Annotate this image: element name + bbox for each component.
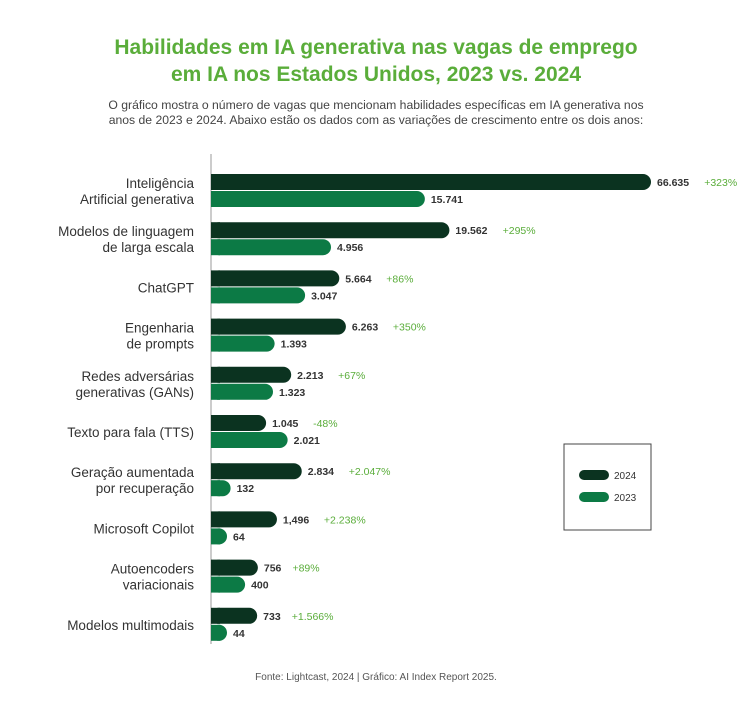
bar-2023-base — [211, 480, 220, 497]
value-label-2023: 15.741 — [431, 194, 463, 206]
bar-2023 — [211, 335, 275, 352]
bar-2024 — [211, 607, 258, 624]
bar-2023-base — [211, 239, 220, 256]
legend-box — [563, 443, 652, 531]
value-label-2024: 2.834 — [308, 466, 334, 478]
bar-2023 — [211, 383, 273, 400]
value-label-2023: 132 — [237, 483, 255, 495]
legend: 2024 2023 — [563, 443, 652, 531]
bar-2024 — [211, 559, 258, 576]
chart-title-line-2: em IA nos Estados Unidos, 2023 vs. 2024 — [170, 63, 582, 86]
value-label-2024: 6.263 — [352, 322, 378, 334]
category-label: Modelos de linguagem de larga escala — [58, 224, 194, 255]
category-label: Texto para fala (TTS) — [67, 425, 194, 440]
bar-2023 — [211, 432, 288, 448]
category-label: Modelos multimodais — [67, 618, 194, 633]
bar-2024-base — [211, 270, 220, 287]
legend-swatch-2023 — [579, 492, 609, 502]
category-label: Inteligência Artificial generativa — [80, 176, 195, 207]
chart-subtitle-line-2: anos de 2023 e 2024. Abaixo estão os dad… — [108, 113, 644, 127]
bar-2024-base — [211, 463, 220, 480]
bar-2024-base — [211, 559, 220, 576]
bar-2023-base — [211, 432, 220, 448]
growth-label: +1.566% — [292, 611, 334, 623]
value-label-2024: 756 — [264, 563, 282, 575]
bar-2023-base — [211, 335, 220, 352]
growth-label: +2.047% — [349, 466, 391, 478]
legend-swatch-2024 — [579, 470, 609, 480]
category-label: ChatGPT — [138, 280, 194, 295]
bar-2023 — [211, 191, 425, 207]
value-label-2024: 1.045 — [272, 418, 298, 430]
legend-label-2024: 2024 — [614, 471, 637, 482]
value-label-2023: 400 — [251, 580, 269, 592]
growth-label: +350% — [393, 322, 426, 334]
bar-2024-base — [211, 222, 220, 239]
value-label-2024: 2.213 — [297, 370, 323, 382]
source-footer: Fonte: Lightcast, 2024 | Gráfico: AI Ind… — [255, 672, 497, 683]
category-label: Redes adversárias generativas (GANs) — [75, 369, 194, 400]
chart-subtitle-line-1: O gráfico mostra o número de vagas que m… — [108, 98, 644, 112]
value-label-2023: 64 — [233, 531, 245, 543]
growth-label: +89% — [292, 563, 319, 575]
bar-2023 — [211, 287, 306, 304]
bar-2024 — [211, 222, 450, 239]
value-label-2023: 3.047 — [311, 290, 337, 302]
bar-2023-base — [211, 528, 220, 545]
bar-2023-base — [211, 191, 220, 207]
value-label-2023: 4.956 — [337, 242, 363, 254]
bar-2023-base — [211, 624, 220, 641]
bar-2024-base — [211, 318, 220, 335]
bar-2024 — [211, 366, 292, 383]
bar-2023-base — [211, 576, 220, 593]
bar-2024 — [211, 415, 267, 431]
value-label-2023: 2.021 — [294, 435, 320, 447]
value-label-2023: 1.323 — [279, 387, 305, 399]
bar-2023 — [211, 239, 331, 256]
bar-2024 — [211, 174, 651, 190]
bar-2024 — [211, 511, 277, 528]
value-label-2024: 5.664 — [345, 273, 371, 285]
value-label-2024: 19.562 — [455, 225, 487, 237]
bar-2023-base — [211, 287, 220, 304]
growth-label: -48% — [313, 418, 338, 430]
chart-title-line-1: Habilidades em IA generativa nas vagas d… — [114, 36, 638, 59]
bar-2023-base — [211, 383, 220, 400]
value-label-2023: 1.393 — [281, 339, 307, 351]
chart-title: Habilidades em IA generativa nas vagas d… — [0, 34, 752, 88]
category-label: Geração aumentada por recuperação — [71, 465, 195, 496]
bar-2024-base — [211, 415, 220, 431]
category-label: Microsoft Copilot — [93, 521, 194, 536]
growth-label: +295% — [503, 225, 536, 237]
bar-2024-base — [211, 366, 220, 383]
bar-2024-base — [211, 607, 220, 624]
growth-label: +323% — [704, 177, 737, 189]
bar-2024-base — [211, 174, 220, 190]
bar-2024-base — [211, 511, 220, 528]
value-label-2024: 66.635 — [657, 177, 689, 189]
category-label: Autoencoders variacionais — [111, 562, 195, 593]
value-label-2024: 1,496 — [283, 514, 309, 526]
legend-label-2023: 2023 — [614, 493, 637, 504]
value-label-2023: 44 — [233, 628, 245, 640]
growth-label: +86% — [386, 273, 413, 285]
growth-label: +2.238% — [324, 514, 366, 526]
category-label: Engenharia de prompts — [125, 321, 195, 352]
bar-2024 — [211, 463, 302, 480]
chart-subtitle: O gráfico mostra o número de vagas que m… — [0, 98, 752, 128]
bar-2024 — [211, 318, 346, 335]
bar-2024 — [211, 270, 340, 287]
value-label-2024: 733 — [263, 611, 281, 623]
growth-label: +67% — [338, 370, 365, 382]
